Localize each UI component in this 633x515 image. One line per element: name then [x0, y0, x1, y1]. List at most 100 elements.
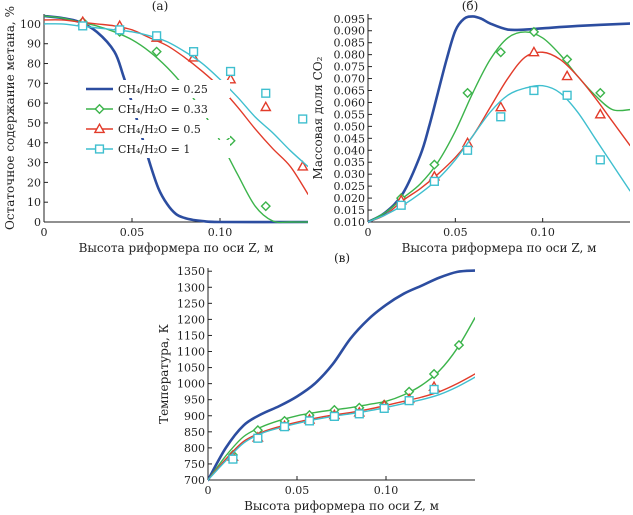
y-tick-label: 0.030 — [334, 168, 366, 181]
data-point-series-3 — [354, 409, 364, 419]
chart-panel-1: 0.0100.0150.0200.0250.0300.0350.0400.045… — [311, 0, 630, 255]
data-point-series-1 — [429, 159, 440, 170]
data-point-series-3 — [429, 176, 439, 186]
y-tick-label: 0.035 — [334, 156, 366, 169]
y-tick-label: 20 — [27, 176, 41, 189]
data-point-series-3 — [562, 90, 572, 100]
data-point-series-1 — [428, 368, 440, 380]
data-point-series-3 — [329, 411, 339, 422]
data-point-series-1 — [595, 87, 606, 99]
legend-bg — [82, 100, 230, 118]
data-point-series-2 — [494, 101, 507, 112]
series-line-3 — [368, 84, 630, 223]
legend-label-3: CH₄/H₂O = 1 — [118, 143, 190, 156]
data-point-series-3 — [595, 155, 605, 165]
data-point-series-3 — [396, 200, 406, 210]
series-line-1 — [44, 15, 308, 224]
series-line-3 — [208, 376, 475, 481]
y-tick-label: 850 — [184, 426, 205, 439]
data-point-series-1 — [528, 26, 540, 38]
data-point-series-3 — [225, 66, 236, 77]
legend-label-1: CH₄/H₂O = 0.33 — [118, 103, 208, 116]
x-tick-label: 0 — [365, 226, 372, 239]
legend-marker-2 — [93, 122, 106, 134]
data-point-series-1 — [561, 54, 573, 65]
chart-panel-2: 700 750 800 850 900 950 1000 1050 1100 1150 1200 12… — [157, 251, 475, 513]
data-point-series-1 — [495, 47, 506, 58]
y-tick-label: 0.010 — [334, 216, 366, 229]
y-tick-label: 80 — [27, 58, 41, 71]
y-tick-label: 0.085 — [334, 37, 366, 50]
chart-panel-0: 0 10 20 30 40 50 60 70 80 90 100 0 0.05 0.10 Высота ри… — [3, 0, 309, 255]
data-point-series-1 — [225, 135, 236, 146]
data-point-series-2 — [296, 160, 309, 171]
legend-bg — [82, 140, 230, 158]
data-point-series-3 — [78, 21, 88, 31]
y-tick-label: 0.020 — [334, 192, 366, 205]
legend-marker-3 — [94, 144, 105, 154]
data-point-series-2 — [528, 46, 540, 57]
data-point-series-3 — [188, 47, 199, 57]
series-line-2 — [368, 51, 630, 223]
data-point-series-3 — [529, 85, 539, 96]
data-point-series-3 — [304, 416, 315, 426]
data-point-series-2 — [259, 100, 272, 112]
y-tick-label: 50 — [27, 117, 41, 130]
data-point-series-3 — [279, 422, 290, 432]
y-tick-label: 1100 — [177, 346, 205, 359]
legend-label-2: CH₄/H₂O = 0.5 — [118, 123, 201, 136]
y-tick-label: 0.090 — [334, 25, 366, 38]
y-tick-label: 900 — [184, 410, 205, 423]
y-tick-label: 1350 — [177, 265, 205, 278]
data-point-series-3 — [261, 88, 271, 98]
y-tick-label: 0.040 — [334, 144, 366, 157]
y-tick-label: 100 — [20, 18, 41, 31]
y-tick-label: 0.050 — [334, 120, 366, 133]
y-tick-label: 60 — [27, 97, 41, 110]
y-tick-label: 0.025 — [334, 180, 366, 193]
y-tick-label: 1250 — [177, 297, 205, 310]
data-point-series-3 — [379, 403, 389, 413]
y-tick-label: 1200 — [177, 313, 205, 326]
x-tick-label: 0 — [41, 226, 48, 239]
legend-bg — [82, 120, 230, 138]
x-tick-label: 0.10 — [208, 226, 233, 239]
y-tick-label: 70 — [27, 77, 41, 90]
x-tick-label: 0.05 — [120, 226, 145, 239]
data-point-series-3 — [152, 31, 162, 41]
data-point-series-3 — [253, 433, 263, 443]
legend: CH₄/H₂O = 0.25 CH₄/H₂O = 0.33 CH₄/H₂O = 0.… — [82, 80, 230, 158]
series-line-1 — [368, 31, 630, 223]
series-line-2 — [44, 19, 308, 195]
legend-marker-1 — [94, 103, 105, 115]
y-axis-title: Массовая доля CO₂ — [311, 56, 325, 179]
y-tick-label: 0.055 — [334, 108, 366, 121]
y-tick-label: 0.080 — [334, 49, 366, 62]
data-point-series-1 — [260, 200, 271, 212]
data-point-series-1 — [151, 46, 162, 57]
y-tick-label: 0.045 — [334, 132, 366, 145]
data-point-series-3 — [462, 145, 473, 155]
y-axis-title: Остаточное содержание метана, % — [3, 6, 17, 230]
y-tick-label: 10 — [27, 196, 41, 209]
panel-label: (а) — [152, 0, 169, 13]
y-tick-label: 0.070 — [334, 73, 366, 86]
series-line-0 — [208, 269, 475, 482]
y-tick-label: 0.015 — [334, 204, 366, 217]
y-tick-label: 0 — [34, 216, 41, 229]
y-tick-label: 0.065 — [334, 85, 366, 98]
y-tick-label: 0.060 — [334, 96, 366, 109]
x-tick-label: 0.10 — [374, 484, 399, 497]
legend-label-0: CH₄/H₂O = 0.25 — [118, 83, 208, 96]
data-point-series-3 — [228, 454, 238, 464]
y-tick-label: 1050 — [177, 362, 205, 375]
y-tick-label: 1300 — [177, 281, 205, 294]
legend-bg — [82, 80, 230, 98]
panel-label: (б) — [462, 0, 479, 13]
x-tick-label: 0.05 — [285, 484, 310, 497]
data-point-series-2 — [561, 69, 573, 81]
y-tick-label: 950 — [184, 394, 205, 407]
y-tick-label: 700 — [184, 474, 205, 487]
series-line-0 — [44, 14, 308, 224]
